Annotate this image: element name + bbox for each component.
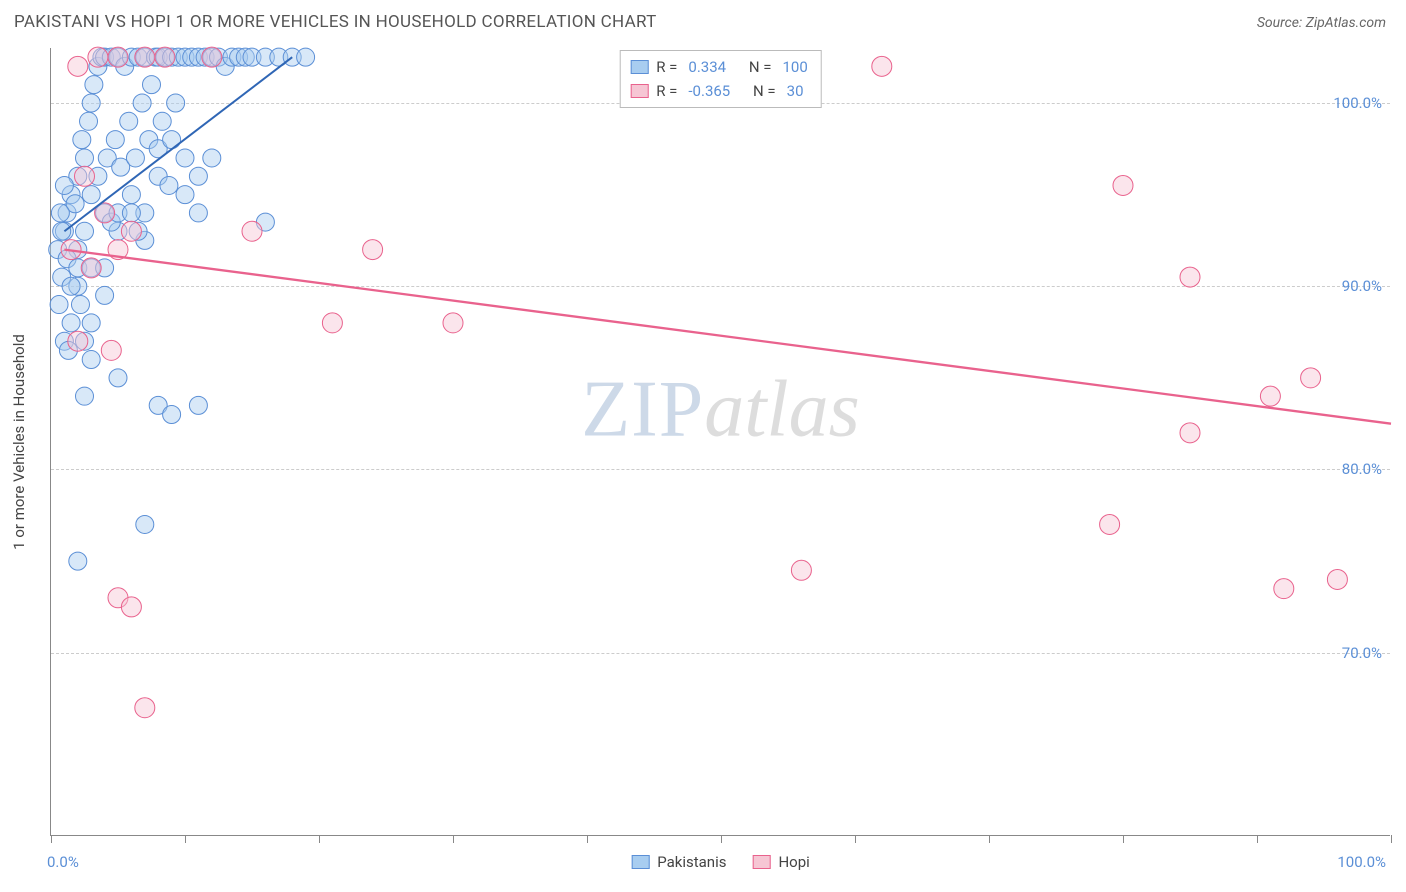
data-point [121, 597, 141, 617]
data-point [109, 369, 127, 387]
source-credit: Source: ZipAtlas.com [1257, 15, 1386, 31]
data-point [163, 406, 181, 424]
scatter-plot-svg [51, 48, 1390, 835]
legend-swatch-icon [630, 60, 648, 74]
data-point [80, 112, 98, 130]
data-point [82, 314, 100, 332]
data-point [135, 47, 155, 67]
data-point [135, 698, 155, 718]
data-point [82, 94, 100, 112]
data-point [69, 552, 87, 570]
data-point [872, 56, 892, 76]
data-point [71, 296, 89, 314]
data-point [176, 149, 194, 167]
legend-label: Pakistanis [657, 853, 726, 871]
data-point [1180, 267, 1200, 287]
legend-label: Hopi [778, 853, 809, 871]
r-value: -0.365 [685, 79, 733, 103]
data-point [163, 131, 181, 149]
legend-row: R = -0.365 N = 30 [630, 79, 811, 103]
legend-swatch-icon [630, 84, 648, 98]
data-point [1180, 423, 1200, 443]
data-point [96, 286, 114, 304]
data-point [202, 47, 222, 67]
n-label: N = [753, 79, 776, 103]
data-point [1113, 175, 1133, 195]
data-point [68, 56, 88, 76]
data-point [76, 149, 94, 167]
data-point [153, 112, 171, 130]
data-point [108, 47, 128, 67]
legend-item: Pakistanis [631, 853, 726, 871]
data-point [76, 387, 94, 405]
r-label: R = [656, 79, 677, 103]
data-point [82, 186, 100, 204]
legend-swatch-icon [631, 855, 649, 869]
data-point [167, 94, 185, 112]
data-point [1274, 579, 1294, 599]
data-point [120, 112, 138, 130]
series-legend: Pakistanis Hopi [631, 853, 810, 871]
data-point [203, 149, 221, 167]
data-point [85, 76, 103, 94]
data-point [1260, 386, 1280, 406]
chart-area: 1 or more Vehicles in Household 70.0%80.… [50, 48, 1390, 836]
data-point [322, 313, 342, 333]
correlation-legend: R = 0.334 N = 100 R = -0.365 N = 30 [619, 50, 822, 108]
data-point [62, 314, 80, 332]
data-point [133, 94, 151, 112]
legend-swatch-icon [752, 855, 770, 869]
data-point [297, 48, 315, 66]
data-point [53, 222, 71, 240]
title-bar: PAKISTANI VS HOPI 1 OR MORE VEHICLES IN … [0, 0, 1406, 38]
data-point [55, 176, 73, 194]
data-point [121, 221, 141, 241]
data-point [791, 560, 811, 580]
r-label: R = [656, 55, 677, 79]
data-point [81, 258, 101, 278]
data-point [101, 340, 121, 360]
chart-title: PAKISTANI VS HOPI 1 OR MORE VEHICLES IN … [14, 12, 657, 32]
data-point [62, 277, 80, 295]
data-point [143, 76, 161, 94]
x-axis-min-label: 0.0% [47, 853, 79, 871]
data-point [1100, 514, 1120, 534]
data-point [160, 176, 178, 194]
data-point [155, 47, 175, 67]
data-point [76, 222, 94, 240]
x-axis-max-label: 100.0% [1337, 853, 1386, 871]
data-point [1327, 569, 1347, 589]
data-point [242, 221, 262, 241]
n-label: N = [749, 55, 772, 79]
data-point [88, 47, 108, 67]
data-point [136, 515, 154, 533]
data-point [443, 313, 463, 333]
n-value: 100 [779, 55, 810, 79]
data-point [363, 240, 383, 260]
legend-item: Hopi [752, 853, 809, 871]
data-point [126, 149, 144, 167]
data-point [189, 396, 207, 414]
data-point [106, 131, 124, 149]
data-point [51, 204, 69, 222]
data-point [73, 131, 91, 149]
data-point [68, 331, 88, 351]
data-point [189, 204, 207, 222]
data-point [82, 351, 100, 369]
y-axis-label: 1 or more Vehicles in Household [10, 334, 28, 550]
data-point [176, 186, 194, 204]
legend-row: R = 0.334 N = 100 [630, 55, 811, 79]
data-point [1301, 368, 1321, 388]
r-value: 0.334 [685, 55, 729, 79]
data-point [50, 296, 68, 314]
data-point [75, 166, 95, 186]
n-value: 30 [784, 79, 807, 103]
data-point [189, 167, 207, 185]
data-point [122, 186, 140, 204]
data-point [122, 204, 140, 222]
